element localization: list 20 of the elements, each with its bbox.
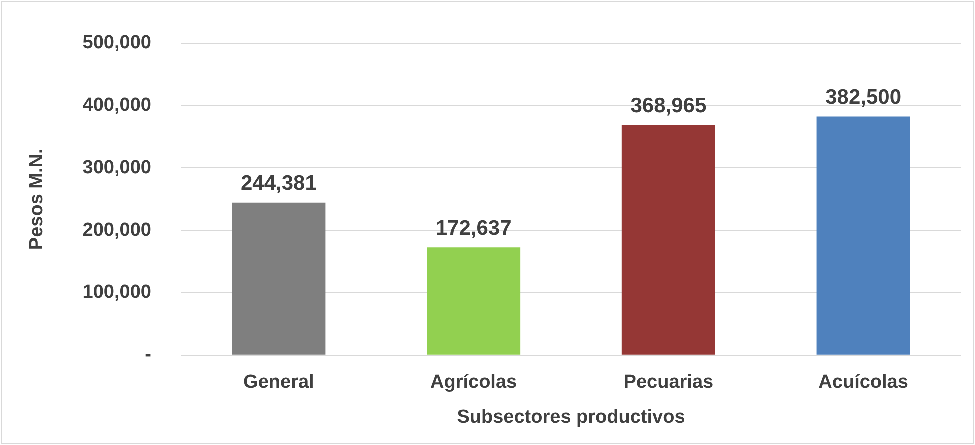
bar [232, 202, 326, 355]
bar [427, 248, 521, 355]
data-label: 172,637 [436, 216, 512, 240]
y-tick-label: 500,000 [82, 32, 152, 54]
data-label: 244,381 [240, 172, 318, 196]
x-axis-title: Subsectores productivos [457, 406, 686, 428]
bar [622, 125, 716, 355]
y-tick-label: - [145, 344, 152, 366]
x-tick-label: General [244, 372, 314, 394]
y-tick-label: 100,000 [82, 282, 152, 304]
y-axis-title: Pesos M.N. [26, 148, 48, 250]
x-tick-label: Acuícolas [818, 372, 908, 394]
x-tick-label: Agrícolas [430, 372, 518, 394]
bar [816, 116, 910, 355]
y-tick-label: 400,000 [82, 95, 152, 116]
x-tick-label: Pecuarias [624, 372, 714, 394]
y-tick-label: 300,000 [82, 157, 152, 178]
data-label: 368,965 [630, 94, 707, 118]
data-label: 382,500 [826, 86, 902, 110]
y-tick-label: 200,000 [82, 220, 152, 241]
